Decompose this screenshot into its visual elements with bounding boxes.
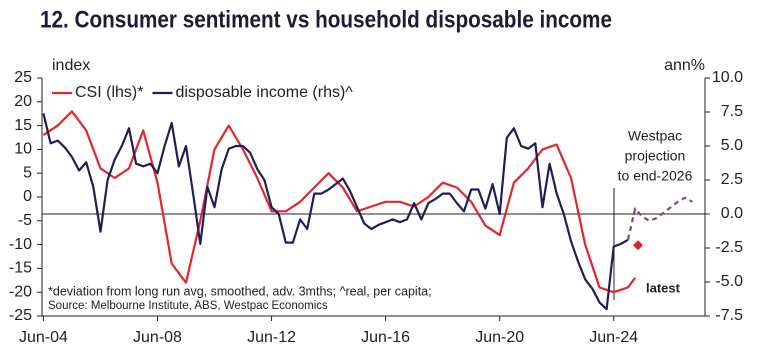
legend-label: disposable income (rhs)^ [175, 84, 353, 101]
series-line [626, 196, 693, 241]
y-tick-label: 10 [14, 141, 32, 158]
x-tick-label: Jun-04 [19, 329, 68, 346]
y2-tick-label: -5.0 [715, 273, 743, 290]
y-tick-label: 15 [14, 117, 32, 134]
annotation: Westpac [628, 128, 682, 144]
y2-tick-label: -7.5 [715, 307, 743, 324]
footnote: Source: Melbourne Institute, ABS, Westpa… [48, 300, 328, 312]
x-tick-label: Jun-08 [133, 329, 182, 346]
y-tick-label: 20 [14, 93, 32, 110]
latest-marker [632, 240, 643, 251]
y-tick-label: 0 [23, 188, 32, 205]
y-axis-label: index [52, 57, 90, 74]
x-tick-label: Jun-16 [361, 329, 410, 346]
y2-axis-label: ann% [664, 57, 705, 74]
x-tick-label: Jun-24 [589, 329, 638, 346]
annotation: projection [625, 148, 686, 164]
x-tick-label: Jun-20 [475, 329, 524, 346]
y2-tick-label: -2.5 [715, 239, 743, 256]
y2-tick-label: 5.0 [721, 137, 743, 154]
y2-tick-label: 2.5 [721, 171, 743, 188]
y-tick-label: 25 [14, 69, 32, 86]
footnote: *deviation from long run avg, smoothed, … [48, 284, 432, 298]
y2-tick-label: 10.0 [712, 69, 743, 86]
x-tick-label: Jun-12 [247, 329, 296, 346]
y-tick-label: -20 [9, 283, 32, 300]
y2-tick-label: 7.5 [721, 103, 743, 120]
y-tick-label: -10 [9, 236, 32, 253]
chart-title: 12. Consumer sentiment vs household disp… [40, 6, 612, 33]
y-tick-label: -5 [18, 212, 32, 229]
latest-label: latest [646, 281, 681, 296]
series-line [42, 110, 636, 294]
y-tick-label: -15 [9, 260, 32, 277]
y-tick-label: 5 [23, 164, 32, 181]
series-line [42, 113, 629, 311]
y2-tick-label: 0.0 [721, 205, 743, 222]
annotation: to end-2026 [618, 168, 693, 184]
y-tick-label: -25 [9, 307, 32, 324]
legend-label: CSI (lhs)* [75, 84, 143, 101]
